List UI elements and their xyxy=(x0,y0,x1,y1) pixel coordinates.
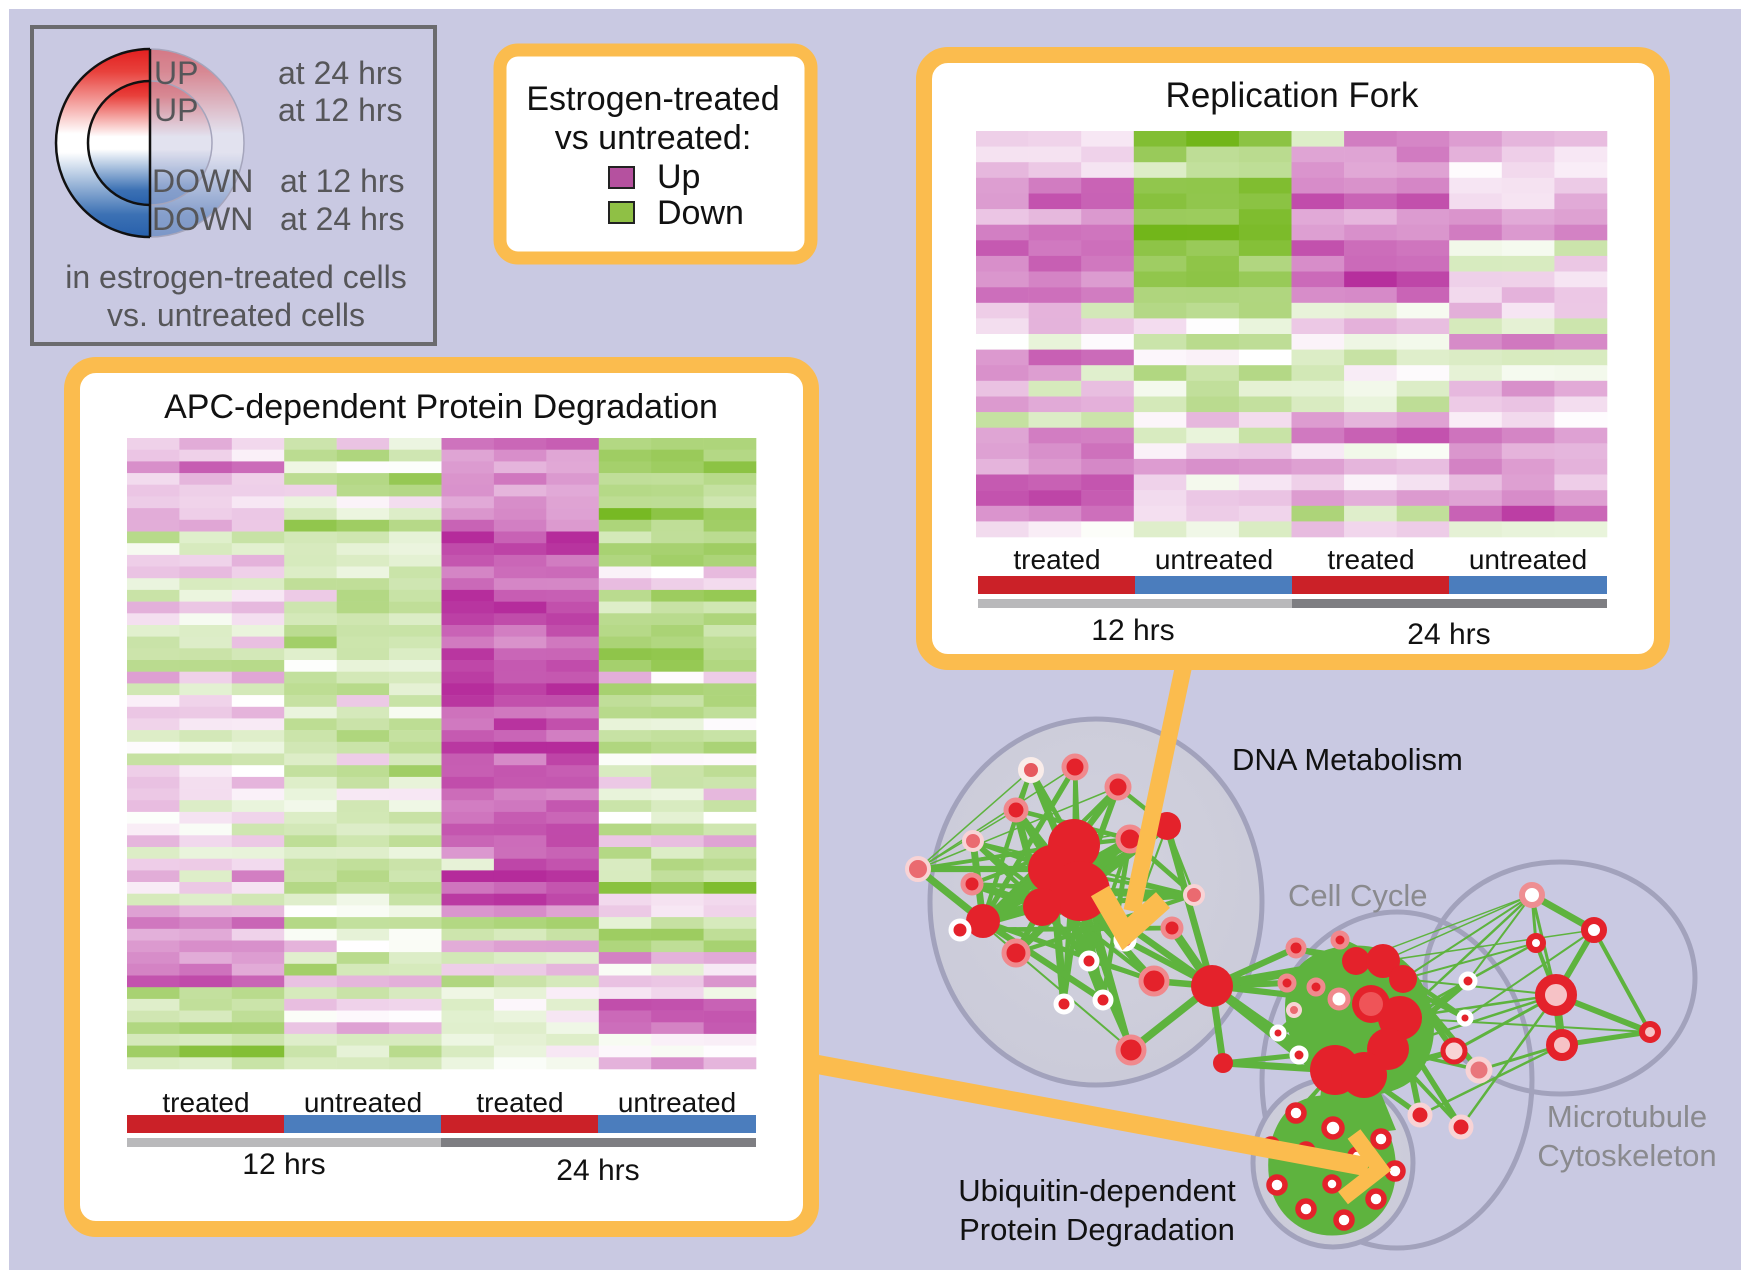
svg-text:at 12 hrs: at 12 hrs xyxy=(278,92,403,128)
svg-text:DOWN: DOWN xyxy=(152,201,253,237)
svg-text:24 hrs: 24 hrs xyxy=(556,1154,639,1187)
svg-text:DOWN: DOWN xyxy=(152,163,253,199)
svg-text:Ubiquitin-dependent: Ubiquitin-dependent xyxy=(958,1173,1236,1208)
svg-text:12 hrs: 12 hrs xyxy=(1091,614,1174,647)
svg-text:untreated: untreated xyxy=(1155,544,1273,575)
svg-text:DNA Metabolism: DNA Metabolism xyxy=(1232,742,1463,777)
svg-text:Protein Degradation: Protein Degradation xyxy=(959,1212,1235,1247)
svg-text:Cytoskeleton: Cytoskeleton xyxy=(1537,1138,1716,1173)
svg-text:untreated: untreated xyxy=(304,1087,422,1118)
svg-text:Replication Fork: Replication Fork xyxy=(1166,76,1419,115)
svg-text:24 hrs: 24 hrs xyxy=(1407,618,1490,651)
svg-text:UP: UP xyxy=(154,55,198,91)
svg-text:12 hrs: 12 hrs xyxy=(242,1148,325,1181)
svg-text:untreated: untreated xyxy=(618,1087,736,1118)
svg-text:treated: treated xyxy=(1327,544,1414,575)
svg-text:APC-dependent Protein Degradat: APC-dependent Protein Degradation xyxy=(164,388,718,426)
svg-text:Cell Cycle: Cell Cycle xyxy=(1288,878,1428,913)
svg-text:in estrogen-treated cells: in estrogen-treated cells xyxy=(65,259,407,295)
svg-text:treated: treated xyxy=(1013,544,1100,575)
svg-text:at 24 hrs: at 24 hrs xyxy=(280,201,405,237)
svg-text:Microtubule: Microtubule xyxy=(1547,1099,1707,1134)
svg-text:untreated: untreated xyxy=(1469,544,1587,575)
svg-text:Up: Up xyxy=(657,158,700,196)
svg-text:Down: Down xyxy=(657,194,744,232)
svg-text:vs untreated:: vs untreated: xyxy=(555,119,752,157)
svg-text:Estrogen-treated: Estrogen-treated xyxy=(526,80,779,118)
svg-text:vs. untreated cells: vs. untreated cells xyxy=(107,297,365,333)
svg-text:treated: treated xyxy=(162,1087,249,1118)
svg-text:at 12 hrs: at 12 hrs xyxy=(280,163,405,199)
svg-text:treated: treated xyxy=(476,1087,563,1118)
svg-text:at 24 hrs: at 24 hrs xyxy=(278,55,403,91)
svg-text:UP: UP xyxy=(154,92,198,128)
